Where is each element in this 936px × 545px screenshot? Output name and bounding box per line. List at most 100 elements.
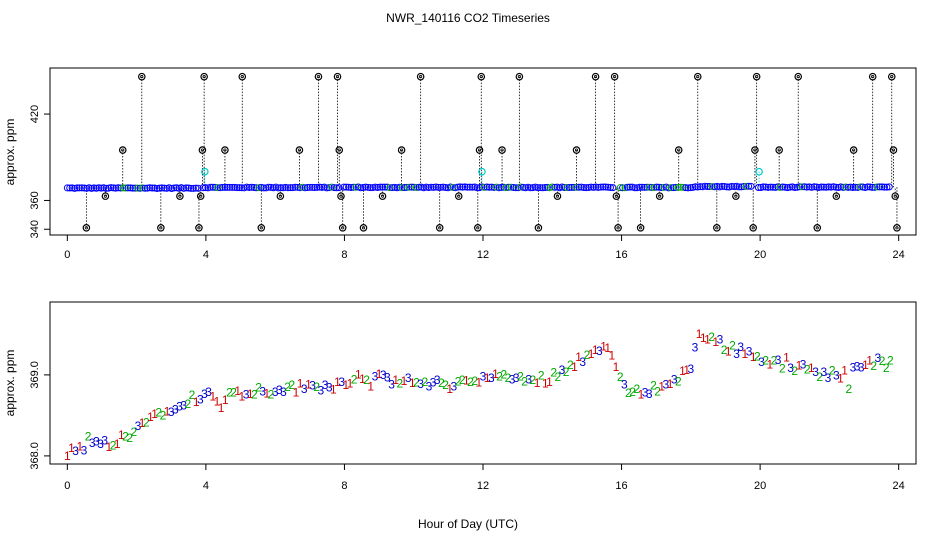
baseline-point xyxy=(425,184,433,192)
baseline-point xyxy=(871,183,879,191)
marker-label-3: 3 xyxy=(833,368,840,382)
baseline-point xyxy=(381,183,389,191)
marker-label-3: 3 xyxy=(480,369,487,383)
baseline-point xyxy=(221,183,229,191)
baseline-point xyxy=(587,183,595,191)
marker-label-3: 3 xyxy=(176,400,183,414)
marker-label-3: 3 xyxy=(525,372,532,386)
outlier-point xyxy=(813,224,822,232)
baseline-point xyxy=(252,184,260,192)
baseline-point xyxy=(379,183,387,191)
baseline-point xyxy=(408,183,416,191)
baseline-point xyxy=(500,183,508,191)
marker-label-2: 2 xyxy=(521,375,528,389)
baseline-point xyxy=(315,183,323,191)
marker-label-3: 3 xyxy=(326,380,333,394)
baseline-point xyxy=(255,184,263,192)
baseline-point xyxy=(602,183,610,191)
baseline-point xyxy=(284,184,292,192)
marker-label-2: 2 xyxy=(538,369,545,383)
baseline-point xyxy=(209,183,217,191)
marker-label-2: 2 xyxy=(650,378,657,392)
baseline-point xyxy=(502,184,510,192)
marker-label-1: 1 xyxy=(600,339,607,353)
marker-label-1: 1 xyxy=(841,364,848,378)
outlier-point xyxy=(295,146,304,154)
outlier-point xyxy=(475,146,484,154)
baseline-point xyxy=(349,183,357,191)
baseline-point xyxy=(650,184,658,192)
baseline-point xyxy=(415,183,423,191)
top-axes-layer: 0 4 8 12 16 20 24 340 360 420 xyxy=(29,105,905,261)
outlier-point xyxy=(868,72,877,81)
baseline-point xyxy=(563,184,571,192)
baseline-point xyxy=(655,183,663,191)
baseline-point xyxy=(817,183,825,191)
baseline-point xyxy=(810,183,818,191)
marker-label-1: 1 xyxy=(492,367,499,381)
top-x-tick-label: 12 xyxy=(477,249,489,261)
outlier-point xyxy=(591,72,600,81)
top-y-tick-label: 340 xyxy=(29,220,41,238)
outlier-point xyxy=(198,146,207,154)
baseline-point xyxy=(803,183,811,191)
marker-label-2: 2 xyxy=(829,364,836,378)
top-x-tick-label: 24 xyxy=(893,249,905,261)
marker-label-2: 2 xyxy=(517,370,524,384)
marker-label-1: 1 xyxy=(392,373,399,387)
outlier-point-inner xyxy=(893,194,897,198)
outlier-point-inner xyxy=(852,148,856,152)
marker-label-2: 2 xyxy=(729,339,736,353)
bottom-x-tick-label: 12 xyxy=(477,480,489,492)
baseline-point xyxy=(740,182,748,190)
top-y-tick-label: 420 xyxy=(29,105,41,123)
baseline-point xyxy=(439,183,447,191)
baseline-point xyxy=(815,183,823,191)
baseline-point xyxy=(405,183,413,191)
outlier-point-inner xyxy=(121,148,125,152)
baseline-point xyxy=(155,184,163,192)
baseline-point xyxy=(396,183,404,191)
baseline-point xyxy=(131,184,139,192)
marker-label-3: 3 xyxy=(309,378,316,392)
marker-label-1: 1 xyxy=(409,376,416,390)
baseline-point xyxy=(330,184,338,192)
marker-label-1: 1 xyxy=(264,387,271,401)
baseline-point xyxy=(594,183,602,191)
marker-label-2: 2 xyxy=(563,365,570,379)
marker-label-1: 1 xyxy=(355,368,362,382)
baseline-point xyxy=(75,184,83,192)
baseline-point xyxy=(536,184,544,192)
bottom-x-tick-label: 8 xyxy=(341,480,347,492)
marker-label-2: 2 xyxy=(143,416,150,430)
marker-label-1: 1 xyxy=(546,375,553,389)
baseline-point xyxy=(827,183,835,191)
bottom-x-tick-label: 0 xyxy=(64,480,70,492)
outlier-point-inner xyxy=(341,226,345,230)
baseline-point xyxy=(830,183,838,191)
baseline-point xyxy=(403,183,411,191)
baseline-point xyxy=(883,183,891,191)
baseline-point xyxy=(706,183,714,191)
marker-label-2: 2 xyxy=(251,387,258,401)
top-outliers-layer xyxy=(82,72,901,232)
baseline-point xyxy=(878,183,886,191)
top-stems-layer xyxy=(85,76,898,228)
marker-label-2: 2 xyxy=(708,330,715,344)
marker-label-1: 1 xyxy=(588,347,595,361)
outlier-point-inner xyxy=(815,226,819,230)
marker-label-2: 2 xyxy=(625,386,632,400)
outlier-point xyxy=(515,72,524,81)
baseline-point xyxy=(189,184,197,192)
marker-label-1: 1 xyxy=(376,367,383,381)
baseline-point xyxy=(78,184,86,192)
outlier-point-inner xyxy=(380,194,385,198)
baseline-point xyxy=(543,183,551,191)
marker-label-3: 3 xyxy=(276,383,283,397)
baseline-point xyxy=(231,183,239,191)
outlier-point xyxy=(196,192,205,200)
baseline-point xyxy=(371,183,379,191)
baseline-point xyxy=(412,184,420,192)
baseline-point xyxy=(640,183,648,191)
baseline-point xyxy=(599,183,607,191)
